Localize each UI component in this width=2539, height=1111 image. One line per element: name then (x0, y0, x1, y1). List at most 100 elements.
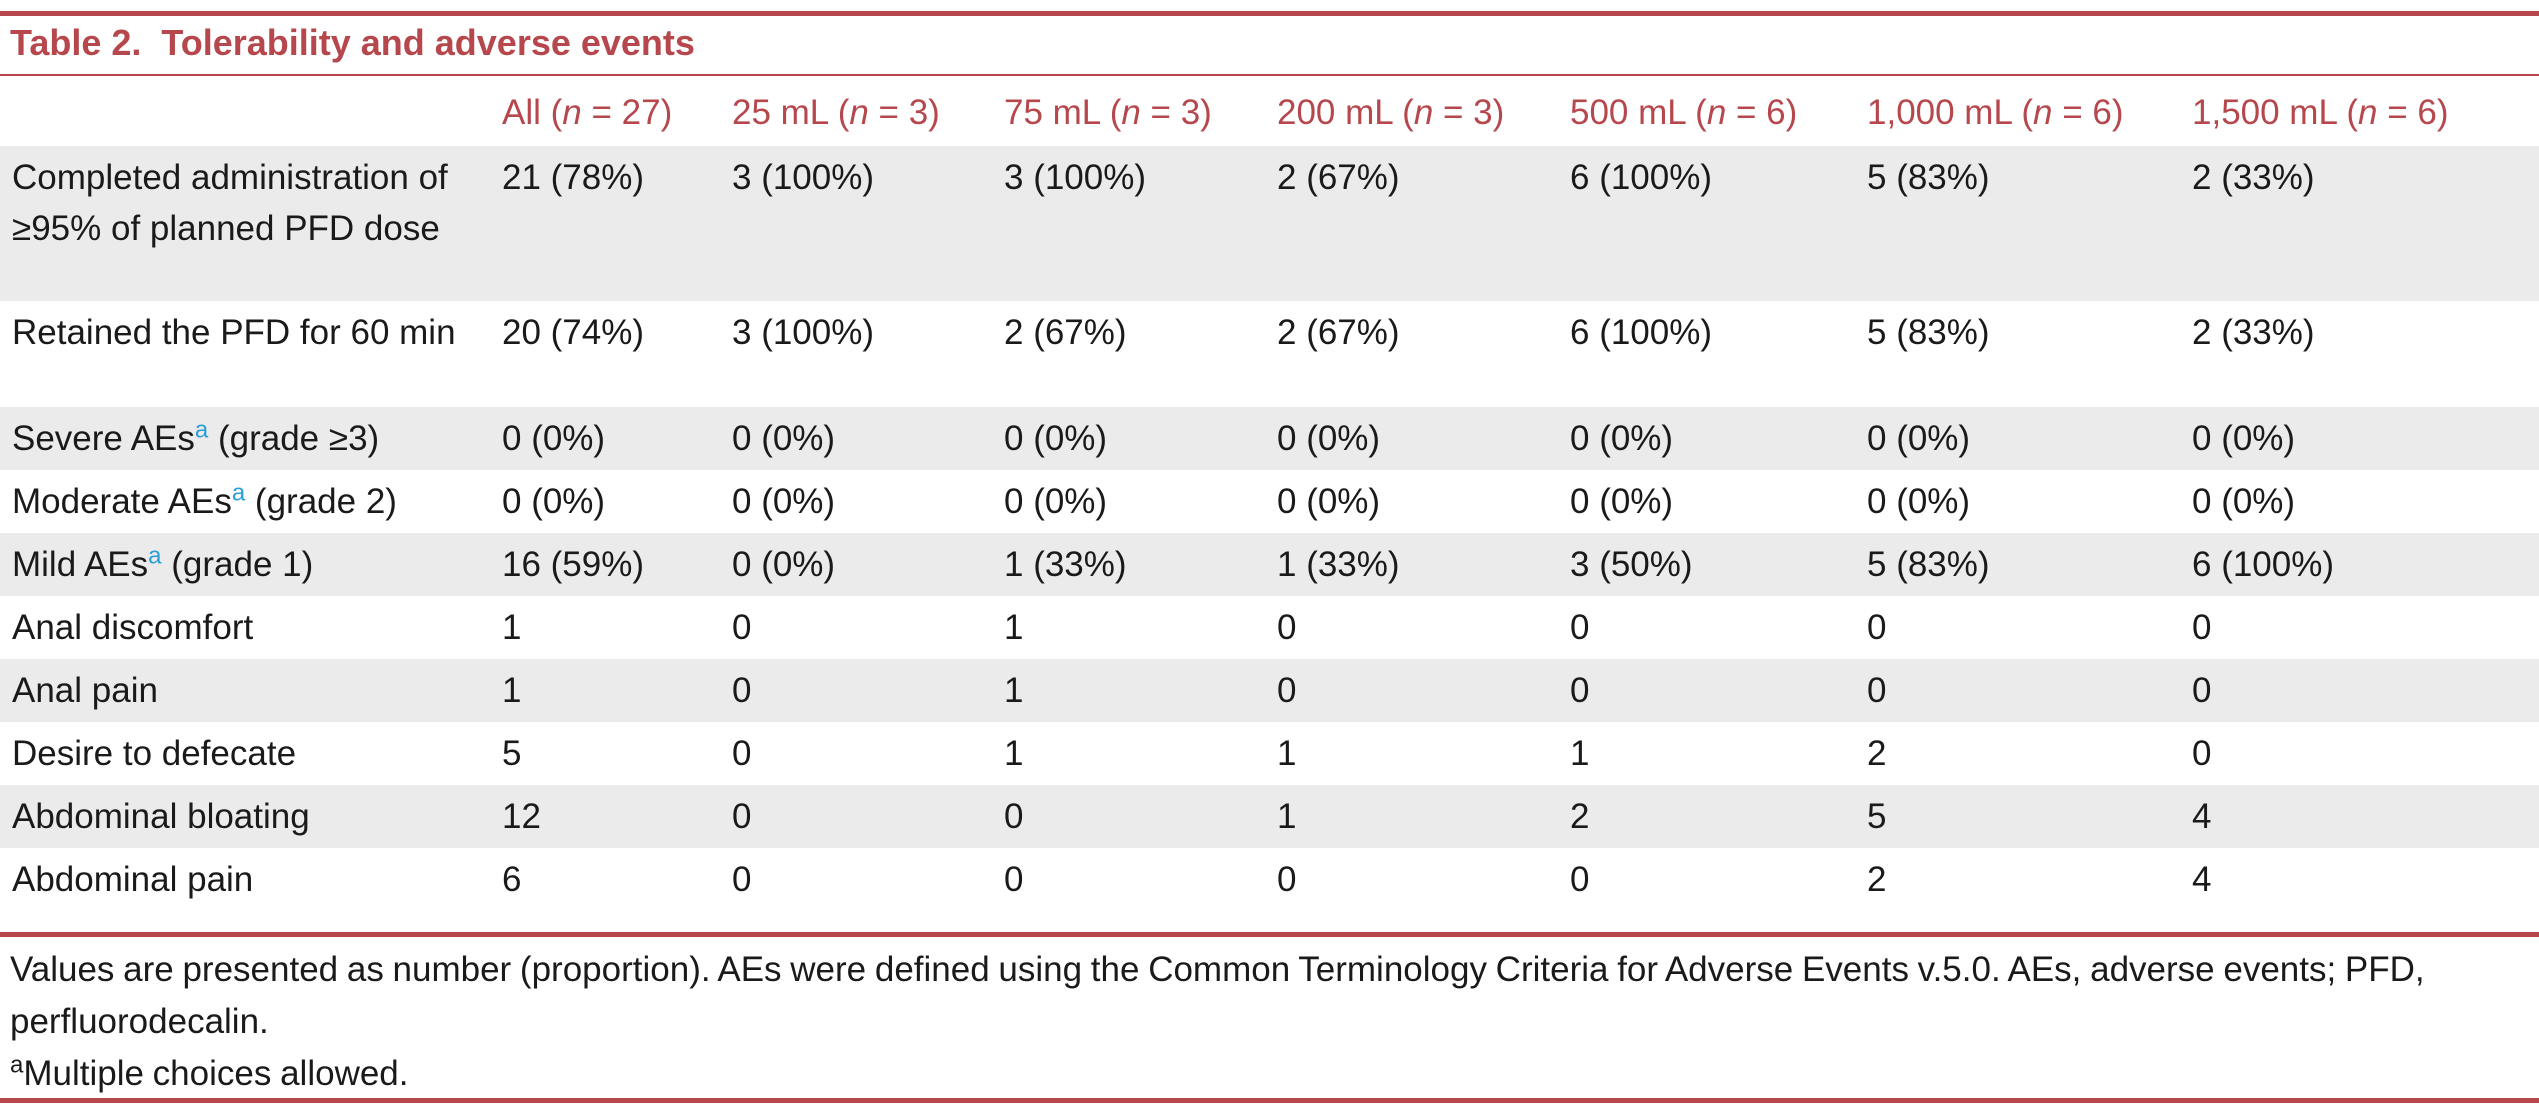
header-text: = 3) (1433, 92, 1505, 132)
header-text: n (562, 92, 582, 132)
header-text: = 6) (2377, 92, 2449, 132)
cell: 2 (67%) (1265, 146, 1558, 301)
cell: 1 (33%) (1265, 533, 1558, 596)
cell: 0 (1265, 659, 1558, 722)
cell: 0 (0%) (1265, 407, 1558, 470)
cell: 0 (2192, 608, 2212, 647)
row-label: Completed administration of ≥95% of plan… (0, 146, 490, 301)
table-row: Retained the PFD for 60 min 20 (74%) 3 (10… (0, 301, 2539, 407)
label-text: Abdominal bloating (12, 797, 310, 836)
cell: 3 (100%) (992, 146, 1265, 301)
cell: 0 (1867, 608, 1887, 647)
cell: 5 (502, 734, 522, 773)
cell: 3 (100%) (732, 313, 875, 352)
cell: 4 (2180, 785, 2539, 848)
header-text: n (2358, 92, 2378, 132)
cell: 0 (0%) (1855, 407, 2180, 470)
footnote: Values are presented as number (proporti… (10, 944, 2520, 1048)
cell: 5 (1855, 785, 2180, 848)
header-text: = 6) (2052, 92, 2124, 132)
label-text: Retained the PFD for 60 min (12, 313, 456, 352)
header-text: = 3) (1140, 92, 1212, 132)
cell: 0 (0%) (720, 533, 992, 596)
footnotes: Values are presented as number (proporti… (10, 944, 2520, 1100)
row-label: Mild AEsa (grade 1) (0, 533, 490, 596)
cell: 0 (720, 785, 992, 848)
row-label: Severe AEsa (grade ≥3) (0, 407, 490, 470)
label-text: (grade ≥3) (208, 419, 380, 458)
cell: 16 (59%) (490, 533, 720, 596)
footnote-text: a (10, 1051, 24, 1079)
table-row: Desire to defecate 5 0 1 1 1 2 0 (0, 722, 2539, 785)
cell: 0 (1277, 860, 1297, 899)
cell: 2 (1867, 734, 1887, 773)
header-text: n (1413, 92, 1434, 132)
cell: 0 (2192, 734, 2212, 773)
label-text: Desire to defecate (12, 734, 297, 773)
cell: 0 (720, 659, 992, 722)
cell: 0 (0%) (490, 407, 720, 470)
table-row: Anal pain 1 0 1 0 0 0 0 (0, 659, 2539, 722)
cell: 0 (0%) (2192, 482, 2296, 521)
rule (0, 1098, 2539, 1103)
cell: 6 (502, 860, 522, 899)
label-text: (grade 1) (161, 545, 314, 584)
cell: 21 (78%) (490, 146, 720, 301)
header-text: = 27) (581, 92, 673, 132)
cell: 2 (1558, 785, 1855, 848)
header-text: n (1706, 92, 1727, 132)
cell: 1 (1004, 734, 1024, 773)
cell: 0 (0%) (992, 407, 1265, 470)
label-text: Anal discomfort (12, 608, 254, 647)
rule (0, 11, 2539, 16)
footnote-text: Multiple choices allowed. (23, 1054, 409, 1093)
cell: 0 (1570, 608, 1590, 647)
label-text: Mild AEs (12, 545, 149, 584)
cell: 0 (0%) (1570, 482, 1674, 521)
row-label: Anal pain (0, 659, 490, 722)
cell: 1 (490, 659, 720, 722)
cell: 0 (0%) (1558, 407, 1855, 470)
row-label: Moderate AEsa (grade 2) (0, 470, 490, 533)
cell: 3 (50%) (1558, 533, 1855, 596)
cell: 1 (1265, 785, 1558, 848)
cell: 0 (0%) (1867, 482, 1971, 521)
table-row: Mild AEsa (grade 1) 16 (59%) 0 (0%) 1 (33%)… (0, 533, 2539, 596)
header-text: All ( (502, 92, 563, 132)
cell: 6 (100%) (1570, 313, 1713, 352)
header-cell: 500 mL (n = 6) (1558, 78, 1855, 146)
table-row: Abdominal pain 6 0 0 0 0 2 4 (0, 848, 2539, 911)
label-text: Severe AEs (12, 419, 195, 458)
cell: 0 (732, 860, 752, 899)
header-cell (0, 78, 490, 146)
row-label: Anal discomfort (0, 596, 490, 659)
table-title: Table 2. Tolerability and adverse events (10, 22, 695, 63)
cell: 6 (100%) (1558, 146, 1855, 301)
cell: 1 (1004, 608, 1024, 647)
table: All (n = 27) 25 mL (n = 3) 75 mL (n = 3) 20… (0, 78, 2539, 911)
header-text: 25 mL ( (732, 92, 850, 132)
header-cell: 75 mL (n = 3) (992, 78, 1265, 146)
cell: 4 (2192, 860, 2212, 899)
row-label: Abdominal bloating (0, 785, 490, 848)
label-text: a (231, 479, 246, 507)
label-text: (grade 2) (245, 482, 397, 521)
cell: 6 (100%) (2180, 533, 2539, 596)
header-text: 200 mL ( (1277, 92, 1414, 132)
header-text: 500 mL ( (1570, 92, 1707, 132)
table-row: Severe AEsa (grade ≥3) 0 (0%) 0 (0%) 0 (0%)… (0, 407, 2539, 470)
header-text: n (2033, 92, 2053, 132)
rule (0, 74, 2539, 76)
header-text: 1,000 mL ( (1867, 92, 2034, 132)
header-text: = 3) (868, 92, 940, 132)
header-text: n (849, 92, 869, 132)
cell: 1 (502, 608, 522, 647)
header-text: = 6) (1726, 92, 1798, 132)
cell: 0 (0%) (1004, 482, 1108, 521)
cell: 2 (33%) (2180, 146, 2539, 301)
rule (0, 932, 2539, 937)
header-cell: 1,000 mL (n = 6) (1855, 78, 2180, 146)
cell: 2 (67%) (1277, 313, 1400, 352)
cell: 2 (33%) (2192, 313, 2315, 352)
